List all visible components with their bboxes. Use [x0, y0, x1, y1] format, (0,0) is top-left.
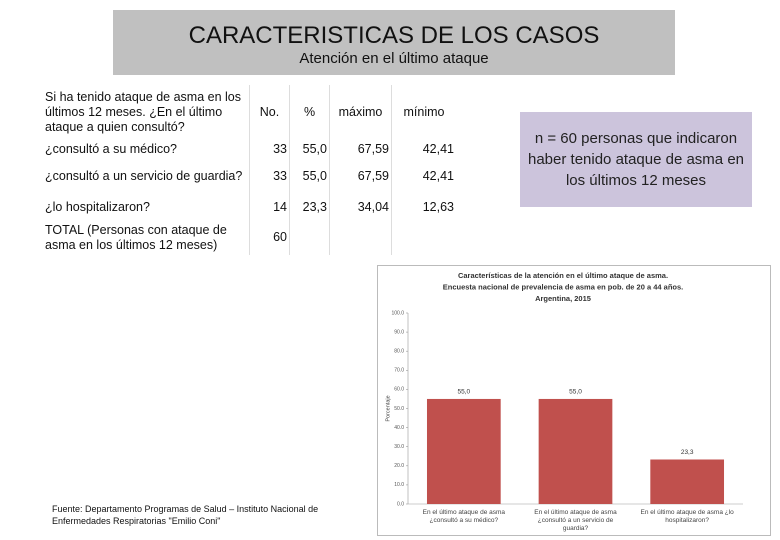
cell [329, 220, 392, 255]
cell: 42,41 [391, 158, 456, 195]
column-header: máximo [329, 85, 392, 140]
chart: Características de la atención en el últ… [377, 265, 771, 536]
column-header: mínimo [391, 85, 456, 140]
cell: ¿lo hospitalizaron? [45, 200, 150, 214]
cell: 33 [249, 140, 290, 158]
y-tick-label: 40.0 [394, 425, 404, 431]
chart-title: Encuesta nacional de prevalencia de asma… [443, 282, 684, 291]
y-tick-label: 80.0 [394, 349, 404, 355]
y-tick-label: 100.0 [391, 310, 404, 316]
cell: 14 [249, 195, 290, 220]
cell: 67,59 [329, 140, 392, 158]
cell: 55,0 [289, 140, 330, 158]
y-axis-label: Porcentaje [385, 395, 391, 421]
cell: 12,63 [391, 195, 456, 220]
note: n = 60 personas que indicaron haber teni… [520, 112, 752, 207]
source: Fuente: Departamento Programas de Salud … [52, 504, 319, 526]
row: ¿lo hospitalizaron? 14 23,3 34,04 12,63 [43, 195, 456, 220]
x-tick-label: En el último ataque de asma ¿lo hospital… [640, 509, 734, 524]
cell: 55,0 [289, 158, 330, 195]
row: ¿consultó a un servicio de guardia? 33 55,… [43, 158, 456, 195]
cell [289, 220, 330, 255]
value-label: 23,3 [681, 449, 694, 456]
chart-title: Características de la atención en el últ… [458, 271, 668, 280]
title: CARACTERISTICAS DE LOS CASOS [188, 22, 600, 49]
cell: 67,59 [329, 158, 392, 195]
y-tick-label: 90.0 [394, 329, 404, 335]
y-tick-label: 0.0 [397, 501, 404, 507]
bar [538, 398, 613, 504]
value-label: 55,0 [458, 389, 471, 396]
row: TOTAL (Personas con ataque de asma en lo… [43, 220, 456, 255]
y-tick-label: 50.0 [394, 406, 404, 412]
x-tick-label: En el último ataque de asma ¿consultó a … [534, 509, 617, 532]
x-tick-label: En el último ataque de asma ¿consultó a … [422, 509, 506, 524]
bar [426, 398, 501, 504]
header: CARACTERISTICAS DE LOS CASOS Atención en… [113, 10, 675, 75]
cell: 33 [249, 158, 290, 195]
cell: 23,3 [289, 195, 330, 220]
cell: TOTAL (Personas con ataque de asma en lo… [45, 222, 227, 252]
column-header: % [289, 85, 330, 140]
cell: ¿consultó a su médico? [45, 141, 178, 156]
cell: ¿consultó a un servicio de guardia? [45, 169, 243, 183]
value-label: 55,0 [569, 389, 582, 396]
cell [391, 220, 456, 255]
subtitle: Atención en el último ataque [299, 50, 489, 67]
y-tick-label: 60.0 [394, 387, 404, 393]
cell: 60 [249, 220, 290, 255]
y-tick-label: 30.0 [394, 444, 404, 450]
y-tick-label: 20.0 [394, 463, 404, 469]
cell: 34,04 [329, 195, 392, 220]
chart-title: Argentina, 2015 [535, 294, 591, 303]
bar [650, 459, 725, 504]
cell: 42,41 [391, 140, 456, 158]
column-header: No. [249, 85, 290, 140]
column-header: Si ha tenido ataque de asma en los últim… [45, 90, 241, 134]
chart-svg: Características de la atención en el últ… [385, 271, 743, 507]
note-text: n = 60 personas que indicaron haber teni… [528, 130, 744, 189]
y-tick-label: 10.0 [394, 482, 404, 488]
y-tick-label: 70.0 [394, 368, 404, 374]
header-row: Si ha tenido ataque de asma en los últim… [43, 85, 456, 140]
row: ¿consultó a su médico? 33 55,0 67,59 42,41 [43, 140, 456, 158]
table: Si ha tenido ataque de asma en los últim… [43, 85, 456, 255]
